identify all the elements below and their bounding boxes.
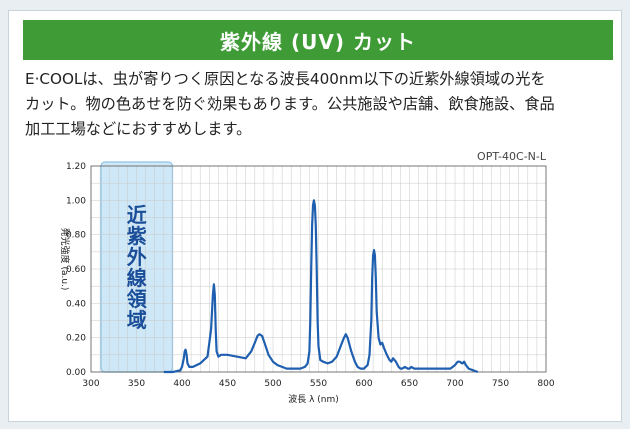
y-tick-label: 0.80: [66, 231, 86, 241]
grid-lines: [91, 166, 546, 372]
spectrum-line: [163, 199, 479, 374]
band-label-char: 領: [127, 287, 148, 311]
x-tick-label: 550: [310, 379, 327, 389]
description-line: 加工工場などにおすすめします。: [25, 120, 252, 138]
section-header: 紫外線 (UV) カット: [23, 20, 613, 60]
y-tick-label: 1.00: [66, 196, 86, 206]
x-tick-label: 500: [264, 379, 281, 389]
y-axis-ticks: 0.00 0.20 0.40 0.60 0.80 1.00 1.20: [66, 162, 86, 378]
y-tick-label: 0.60: [66, 265, 86, 275]
band-label-char: 域: [127, 308, 147, 332]
x-tick-label: 400: [173, 379, 190, 389]
x-tick-label: 650: [401, 379, 418, 389]
description-line: E·COOLは、虫が寄りつく原因となる波長400nm以下の近紫外線領域の光を: [25, 70, 546, 88]
x-tick-label: 450: [219, 379, 236, 389]
description-line: カット。物の色あせを防ぐ効果もあります。公共施設や店舗、飲食施設、食品: [25, 95, 555, 113]
x-tick-label: 300: [82, 379, 99, 389]
x-axis-ticks: 300 350 400 450 500 550 600 650 700 750 800: [82, 379, 554, 389]
y-axis-title: 発光強度 (a.u.): [59, 228, 71, 291]
model-label: OPT-40C-N-L: [477, 150, 547, 163]
x-tick-label: 700: [446, 379, 463, 389]
description-text: E·COOLは、虫が寄りつく原因となる波長400nm以下の近紫外線領域の光を カ…: [25, 67, 621, 142]
x-axis-title: 波長 λ (nm): [288, 393, 339, 405]
y-tick-label: 0.00: [66, 368, 86, 378]
plot-frame: [90, 165, 547, 373]
band-label-char: 近: [127, 203, 147, 227]
x-tick-label: 750: [492, 379, 509, 389]
y-tick-label: 1.20: [66, 162, 86, 172]
section-title: 紫外線 (UV) カット: [220, 29, 416, 54]
x-tick-label: 800: [537, 379, 554, 389]
x-tick-label: 350: [128, 379, 145, 389]
band-label-char: 紫: [127, 224, 147, 248]
near-uv-band-label: 近紫外線領域: [127, 203, 148, 332]
y-tick-label: 0.40: [66, 299, 86, 309]
band-label-char: 線: [127, 266, 147, 290]
x-tick-label: 600: [355, 379, 372, 389]
band-label-char: 外: [127, 245, 147, 269]
y-tick-label: 0.20: [66, 334, 86, 344]
